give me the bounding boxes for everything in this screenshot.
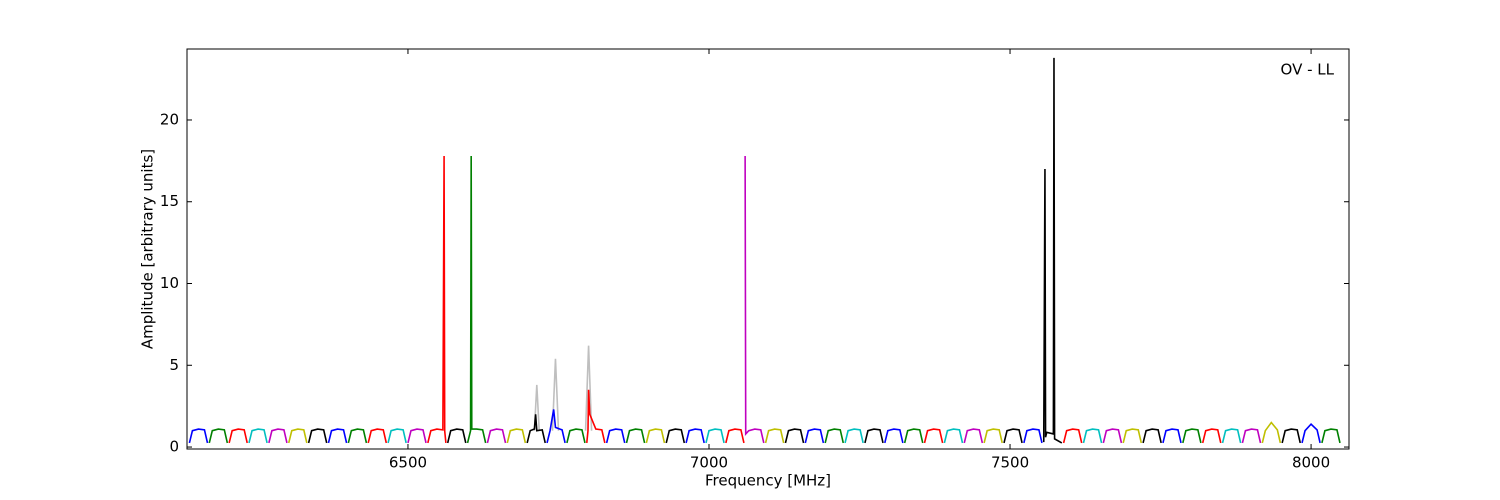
spectrum-line: [923, 428, 944, 444]
spectrum-line: [486, 428, 507, 444]
spectrum-line: [625, 428, 646, 444]
x-tick-label: 7000: [690, 454, 728, 472]
spectrum-line: [446, 428, 467, 444]
spectrum-line: [1042, 57, 1063, 444]
spectrum-line: [387, 428, 407, 444]
spectrum-line: [1162, 428, 1182, 444]
spectrum-line: [844, 428, 864, 444]
spectrum-line: [983, 428, 1003, 444]
lines: [188, 57, 1341, 444]
spectrum-line: [1062, 428, 1083, 444]
spectrum-line: [1102, 428, 1123, 444]
spectrum-line: [744, 155, 765, 444]
spectrum-line: [506, 428, 527, 444]
x-tick-label: 7500: [991, 454, 1029, 472]
spectrum-line: [764, 428, 785, 444]
spectrum-line: [566, 428, 586, 444]
spectrum-line: [665, 428, 686, 444]
plot-area: [187, 49, 1349, 449]
spectrum-line: [1281, 428, 1302, 444]
spectrum-line: [864, 428, 884, 444]
spectrum-line: [208, 428, 229, 444]
spectrum-line: [1261, 421, 1282, 444]
spectrum-line: [685, 428, 705, 444]
spectrum-line: [268, 428, 288, 444]
spectrum-line: [1023, 428, 1043, 444]
spectrum-line: [804, 428, 825, 444]
spectrum-line: [228, 428, 248, 444]
spectrum-line: [546, 409, 566, 444]
x-tick-label: 6500: [389, 454, 427, 472]
spectrum-line: [1301, 422, 1321, 444]
spectrum-line: [1241, 428, 1262, 444]
plot-frame: [186, 48, 1350, 450]
spectrum-line: [605, 428, 626, 444]
spectrum-line: [248, 428, 268, 444]
spectrum-line: [466, 155, 487, 444]
spectrum-line: [1221, 428, 1242, 444]
spectrum-line: [1082, 428, 1103, 444]
spectrum-line: [1321, 428, 1341, 444]
spectrum-line: [287, 428, 308, 444]
spectrum-line: [427, 155, 447, 444]
annotation: OV - LL: [1281, 61, 1335, 79]
spectrum-line: [645, 428, 666, 444]
x-axis-label: Frequency [MHz]: [705, 472, 831, 490]
y-tick-label: 5: [169, 356, 179, 374]
spectrum-line: [824, 428, 845, 444]
spectrum-line: [1142, 428, 1162, 444]
spectrum-line: [1182, 428, 1202, 444]
y-tick-label: 15: [160, 192, 179, 210]
spectrum-line: [943, 428, 964, 444]
spectrum-line: [1201, 428, 1222, 444]
spectrum-line: [784, 428, 805, 444]
y-tick-label: 10: [160, 274, 179, 292]
spectrum-line: [307, 428, 328, 444]
spectrum-line: [407, 428, 427, 444]
spectrum-line: [347, 428, 368, 444]
spectrum-line: [1003, 428, 1023, 444]
spectrum-line: [903, 428, 924, 444]
spectrum-line: [884, 428, 904, 444]
y-tick-label: 0: [169, 438, 179, 456]
spectrum-line: [367, 428, 388, 444]
spectrum-line: [526, 414, 547, 444]
spectrum-line: [585, 389, 606, 444]
spectrum-line: [963, 428, 984, 444]
spectrum-line: [725, 428, 745, 444]
x-tick-label: 8000: [1292, 454, 1330, 472]
spectrum-line: [188, 428, 209, 444]
y-tick-label: 20: [160, 110, 179, 128]
y-axis-label: Amplitude [arbitrary units]: [139, 149, 157, 349]
spectrum-line: [327, 428, 348, 444]
spectrum-line: [1122, 428, 1143, 444]
spectrum-line: [705, 428, 725, 444]
